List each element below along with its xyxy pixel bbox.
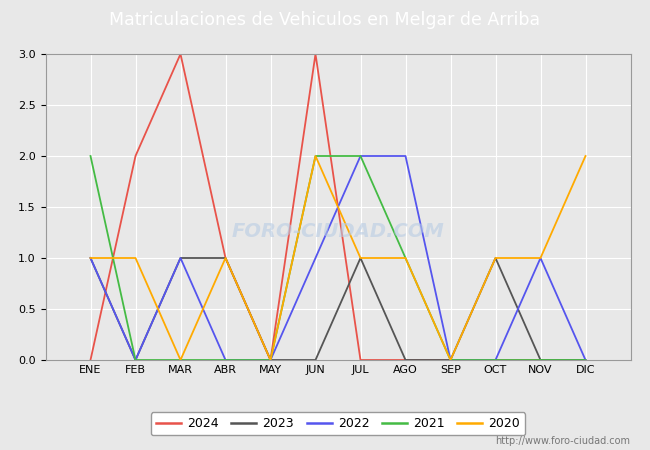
Legend: 2024, 2023, 2022, 2021, 2020: 2024, 2023, 2022, 2021, 2020 <box>151 412 525 435</box>
Text: http://www.foro-ciudad.com: http://www.foro-ciudad.com <box>495 436 630 446</box>
Text: FORO-CIUDAD.COM: FORO-CIUDAD.COM <box>231 222 445 241</box>
Text: Matriculaciones de Vehiculos en Melgar de Arriba: Matriculaciones de Vehiculos en Melgar d… <box>109 11 541 29</box>
